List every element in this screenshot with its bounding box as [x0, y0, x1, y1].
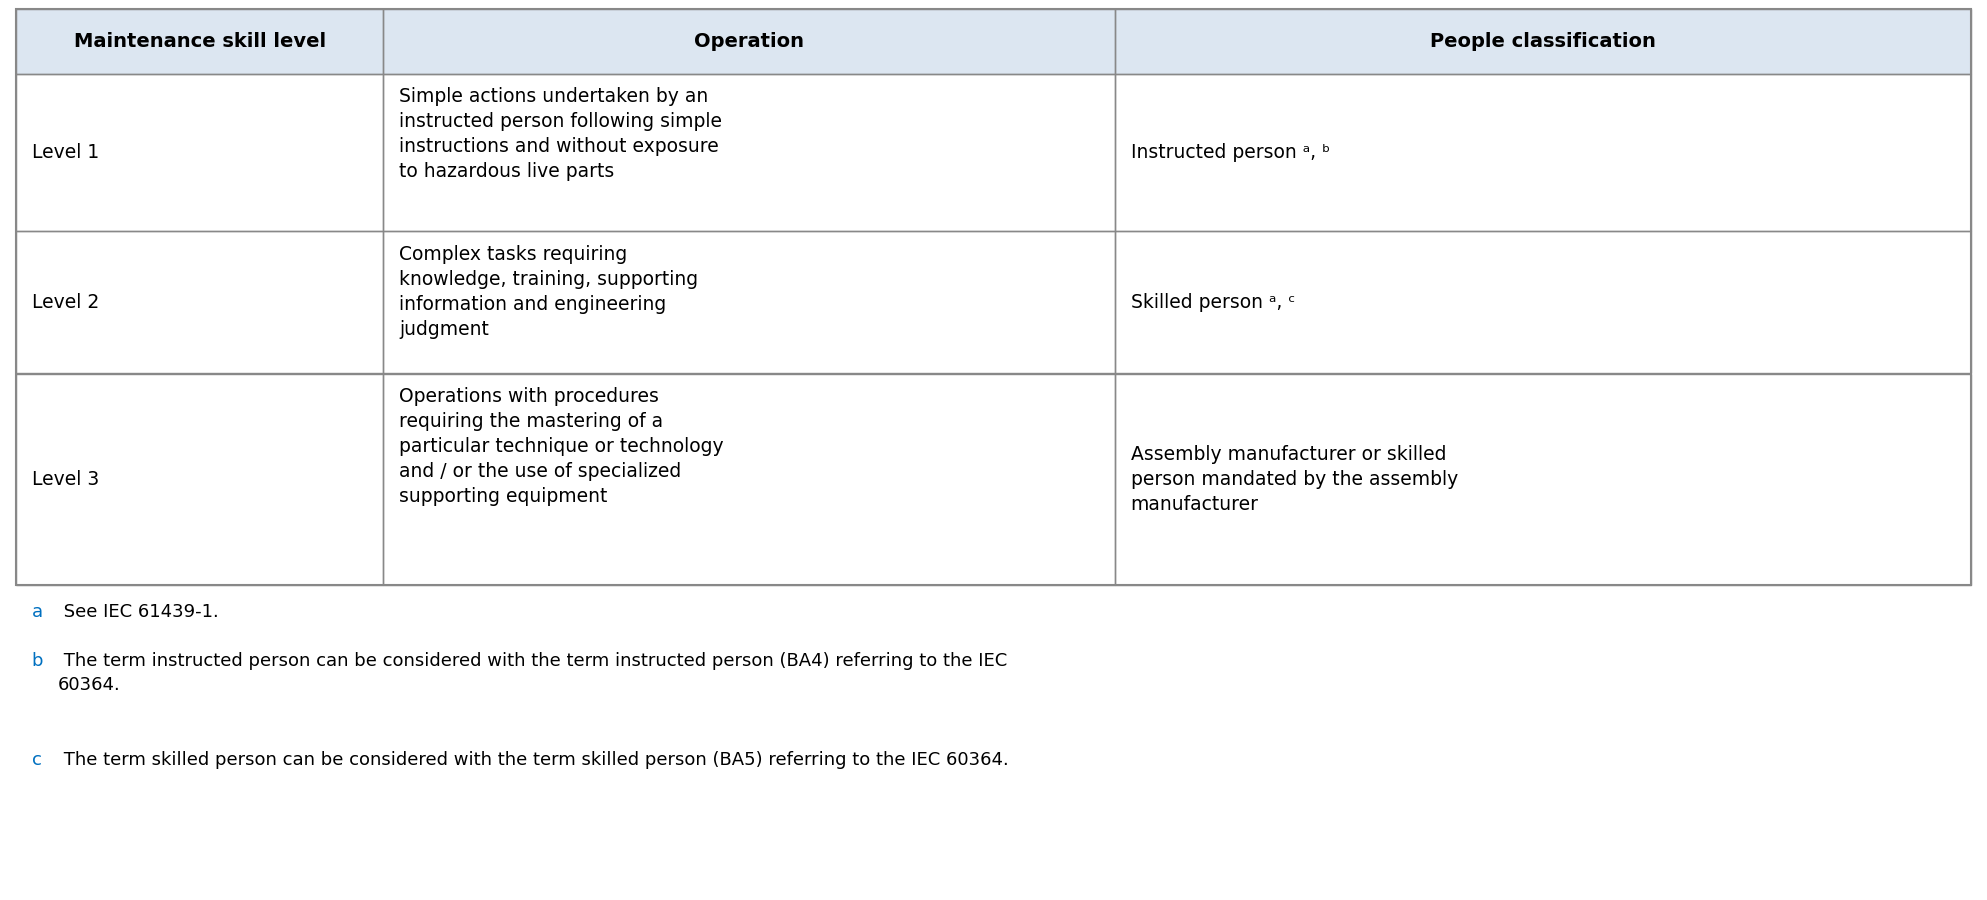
- Bar: [383, 74, 1115, 231]
- Text: Operation: Operation: [693, 32, 805, 51]
- Bar: [16, 374, 383, 585]
- Text: Complex tasks requiring
knowledge, training, supporting
information and engineer: Complex tasks requiring knowledge, train…: [399, 245, 699, 338]
- Text: Level 3: Level 3: [32, 470, 99, 489]
- Bar: [1115, 9, 1971, 74]
- Text: Instructed person ᵃ, ᵇ: Instructed person ᵃ, ᵇ: [1131, 143, 1329, 162]
- Bar: [16, 9, 383, 74]
- Bar: [1115, 74, 1971, 231]
- Text: Level 2: Level 2: [32, 292, 99, 312]
- Bar: [16, 231, 383, 374]
- Text: a: a: [32, 603, 44, 621]
- Text: b: b: [32, 652, 44, 670]
- Text: Simple actions undertaken by an
instructed person following simple
instructions : Simple actions undertaken by an instruct…: [399, 87, 723, 181]
- Bar: [1115, 374, 1971, 585]
- Bar: [383, 9, 1115, 74]
- Bar: [383, 374, 1115, 585]
- Bar: [16, 374, 383, 585]
- Bar: [1115, 231, 1971, 374]
- Text: Assembly manufacturer or skilled
person mandated by the assembly
manufacturer: Assembly manufacturer or skilled person …: [1131, 445, 1458, 514]
- Bar: [383, 74, 1115, 231]
- Text: c: c: [32, 752, 42, 770]
- Bar: [383, 374, 1115, 585]
- Bar: [383, 231, 1115, 374]
- Bar: [16, 74, 383, 231]
- Bar: [16, 74, 383, 231]
- Bar: [16, 9, 383, 74]
- Text: See IEC 61439-1.: See IEC 61439-1.: [58, 603, 219, 621]
- Bar: [383, 9, 1115, 74]
- Bar: [1115, 231, 1971, 374]
- Bar: [1115, 74, 1971, 231]
- Bar: [1115, 9, 1971, 74]
- Text: Operations with procedures
requiring the mastering of a
particular technique or : Operations with procedures requiring the…: [399, 387, 723, 506]
- Text: Level 1: Level 1: [32, 143, 99, 162]
- Bar: [1115, 374, 1971, 585]
- Bar: [383, 231, 1115, 374]
- Text: Maintenance skill level: Maintenance skill level: [74, 32, 326, 51]
- Bar: [16, 231, 383, 374]
- Text: People classification: People classification: [1431, 32, 1655, 51]
- Text: The term instructed person can be considered with the term instructed person (BA: The term instructed person can be consid…: [58, 652, 1007, 694]
- Text: The term skilled person can be considered with the term skilled person (BA5) ref: The term skilled person can be considere…: [58, 752, 1007, 770]
- Bar: [16, 9, 1971, 585]
- Text: Skilled person ᵃ, ᶜ: Skilled person ᵃ, ᶜ: [1131, 292, 1296, 312]
